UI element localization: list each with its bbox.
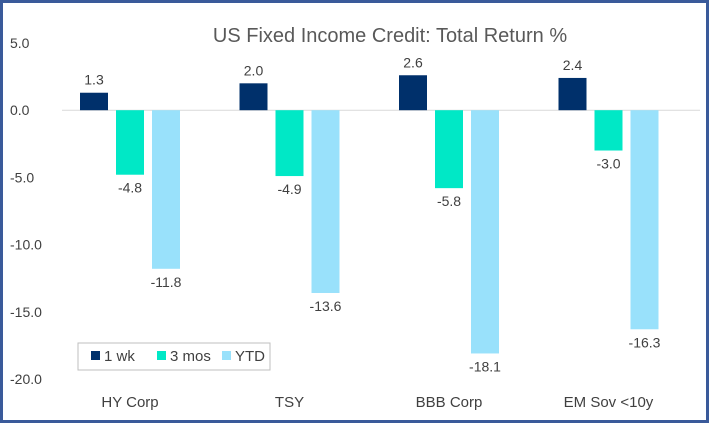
data-label: 2.6 xyxy=(403,54,423,70)
bar-ytd xyxy=(311,110,340,293)
y-tick-label: -20.0 xyxy=(10,371,42,387)
x-axis: HY Corp TSY BBB Corp EM Sov <10y xyxy=(101,394,653,411)
y-tick-label: 0.0 xyxy=(10,102,30,118)
y-tick-label: -10.0 xyxy=(10,237,42,253)
data-label: -16.3 xyxy=(629,334,661,350)
chart-title: US Fixed Income Credit: Total Return % xyxy=(213,25,567,47)
data-labels: 1.3 -4.8 -11.8 2.0 -4.9 -13.6 2.6 -5.8 -18.1 2.4 -… xyxy=(84,54,660,374)
data-label: -4.9 xyxy=(277,181,301,197)
bar-ytd xyxy=(471,110,499,354)
bar-1-wk xyxy=(239,83,268,111)
bars xyxy=(80,75,659,354)
x-tick-label: BBB Corp xyxy=(416,394,483,411)
data-label: -18.1 xyxy=(469,358,501,374)
bar-1-wk xyxy=(80,92,108,111)
data-label: -3.0 xyxy=(596,156,620,172)
legend-swatch xyxy=(157,351,166,360)
bar-ytd xyxy=(630,110,659,330)
data-label: 1.3 xyxy=(84,72,104,88)
bar-1-wk xyxy=(399,75,427,111)
y-tick-label: -5.0 xyxy=(10,169,34,185)
x-tick-label: HY Corp xyxy=(101,394,158,411)
x-tick-label: TSY xyxy=(275,394,304,411)
y-axis: 5.0 0.0 -5.0 -10.0 -15.0 -20.0 xyxy=(10,35,42,387)
data-label: 2.4 xyxy=(563,57,583,73)
bar-3-mos xyxy=(116,110,144,175)
data-label: -4.8 xyxy=(118,180,142,196)
legend-swatch xyxy=(222,351,231,360)
y-tick-label: 5.0 xyxy=(10,35,30,51)
y-tick-label: -15.0 xyxy=(10,304,42,320)
bar-3-mos xyxy=(594,110,623,151)
bar-3-mos xyxy=(275,110,304,177)
bar-1-wk xyxy=(558,77,587,111)
data-label: 2.0 xyxy=(244,62,264,78)
data-label: -11.8 xyxy=(151,274,182,290)
legend-label: 1 wk xyxy=(104,348,135,365)
legend-label: 3 mos xyxy=(170,348,211,365)
bar-3-mos xyxy=(435,110,463,189)
legend-box xyxy=(77,342,271,371)
legend: 1 wk 3 mos YTD xyxy=(77,342,271,371)
data-label: -13.6 xyxy=(310,298,342,314)
bar-ytd xyxy=(152,110,180,269)
x-tick-label: EM Sov <10y xyxy=(564,394,654,411)
legend-swatch xyxy=(91,351,100,360)
data-label: -5.8 xyxy=(437,193,461,209)
legend-label: YTD xyxy=(235,348,265,365)
